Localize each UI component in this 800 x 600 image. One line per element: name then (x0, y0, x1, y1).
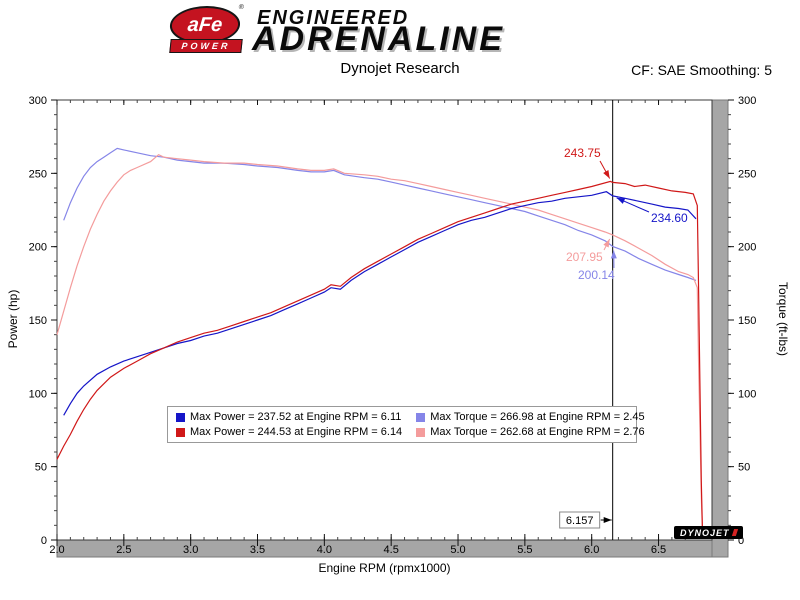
annotation-label: 207.95 (566, 250, 603, 264)
right-axis-title: Torque (ft-lbs) (776, 281, 790, 357)
y-tick-label-right: 0 (738, 535, 744, 547)
legend-box: Max Power = 237.52 at Engine RPM = 6.11 M… (167, 406, 645, 443)
legend-label: Max Power = 237.52 at Engine RPM = 6.11 (190, 411, 402, 423)
annotation-label: 243.75 (564, 146, 601, 160)
x-tick-label: 2.5 (116, 544, 131, 556)
x-tick-label: 4.5 (384, 544, 399, 556)
y-tick-label-right: 250 (738, 168, 756, 180)
legend-swatch (176, 427, 185, 437)
annotation-arrowhead (603, 239, 610, 248)
cursor-label-box (559, 511, 601, 529)
x-tick-label: 6.0 (584, 544, 599, 556)
y-tick-label-left: 300 (29, 95, 47, 107)
y-tick-label-left: 0 (41, 535, 47, 547)
x-tick-label: 2.0 (49, 544, 64, 556)
y-tick-label-right: 200 (738, 242, 756, 254)
annotation-label: 234.60 (651, 211, 688, 225)
chart-title: Dynojet Research (340, 60, 460, 77)
y-tick-label-right: 100 (738, 388, 756, 400)
torque-afe-curve (56, 153, 704, 538)
legend-label: Max Torque = 266.98 at Engine RPM = 2.45 (430, 411, 645, 423)
y-tick-label-left: 150 (29, 315, 47, 327)
x-tick-label: 4.0 (317, 544, 332, 556)
right-axis-bar (711, 99, 729, 558)
x-tick-label: 5.0 (450, 544, 465, 556)
x-axis-title: Engine RPM (rpmx1000) (318, 561, 451, 575)
y-tick-label-right: 50 (738, 462, 750, 474)
adrenaline-wordmark: ADRENALINE (252, 20, 505, 58)
cursor-label: 6.157 (566, 515, 594, 527)
legend-item: Max Power = 237.52 at Engine RPM = 6.11 (176, 411, 402, 423)
legend-swatch (416, 427, 426, 437)
annotation-label: 200.14 (578, 268, 615, 282)
dynojet-logo-red-accent (731, 529, 738, 536)
x-tick-label: 6.5 (651, 544, 666, 556)
torque-baseline-curve (63, 147, 697, 281)
y-tick-label-left: 200 (29, 242, 47, 254)
left-axis-title: Power (hp) (6, 289, 20, 349)
smoothing-label: CF: SAE Smoothing: 5 (631, 62, 772, 78)
legend-item: Max Torque = 262.68 at Engine RPM = 2.76 (416, 426, 645, 438)
legend-label: Max Power = 244.53 at Engine RPM = 6.14 (190, 426, 403, 438)
legend-swatch (176, 412, 185, 422)
engineered-wordmark: ENGINEERED (257, 7, 410, 29)
y-tick-label-left: 250 (29, 168, 47, 180)
annotation-arrowhead (610, 250, 617, 259)
dynojet-logo-text: DYNOJET (680, 527, 730, 538)
annotation-arrowhead (616, 197, 626, 204)
x-tick-label: 3.5 (250, 544, 265, 556)
y-tick-label-right: 150 (738, 315, 756, 327)
legend-label: Max Torque = 262.68 at Engine RPM = 2.76 (430, 426, 645, 438)
x-tick-label: 3.0 (183, 544, 198, 556)
power-afe-curve (56, 180, 704, 538)
legend-item: Max Power = 244.53 at Engine RPM = 6.14 (176, 426, 402, 438)
legend-swatch (416, 412, 426, 422)
x-tick-label: 5.5 (517, 544, 532, 556)
y-tick-label-right: 300 (738, 95, 756, 107)
annotation-arrowhead (603, 517, 612, 523)
y-tick-label-left: 50 (35, 462, 47, 474)
y-tick-label-left: 100 (29, 388, 47, 400)
power-baseline-curve (63, 191, 697, 416)
plot-border (56, 99, 713, 541)
annotation-arrowhead (603, 170, 610, 179)
dynojet-logo: DYNOJET (674, 526, 743, 539)
legend-item: Max Torque = 266.98 at Engine RPM = 2.45 (416, 411, 645, 423)
